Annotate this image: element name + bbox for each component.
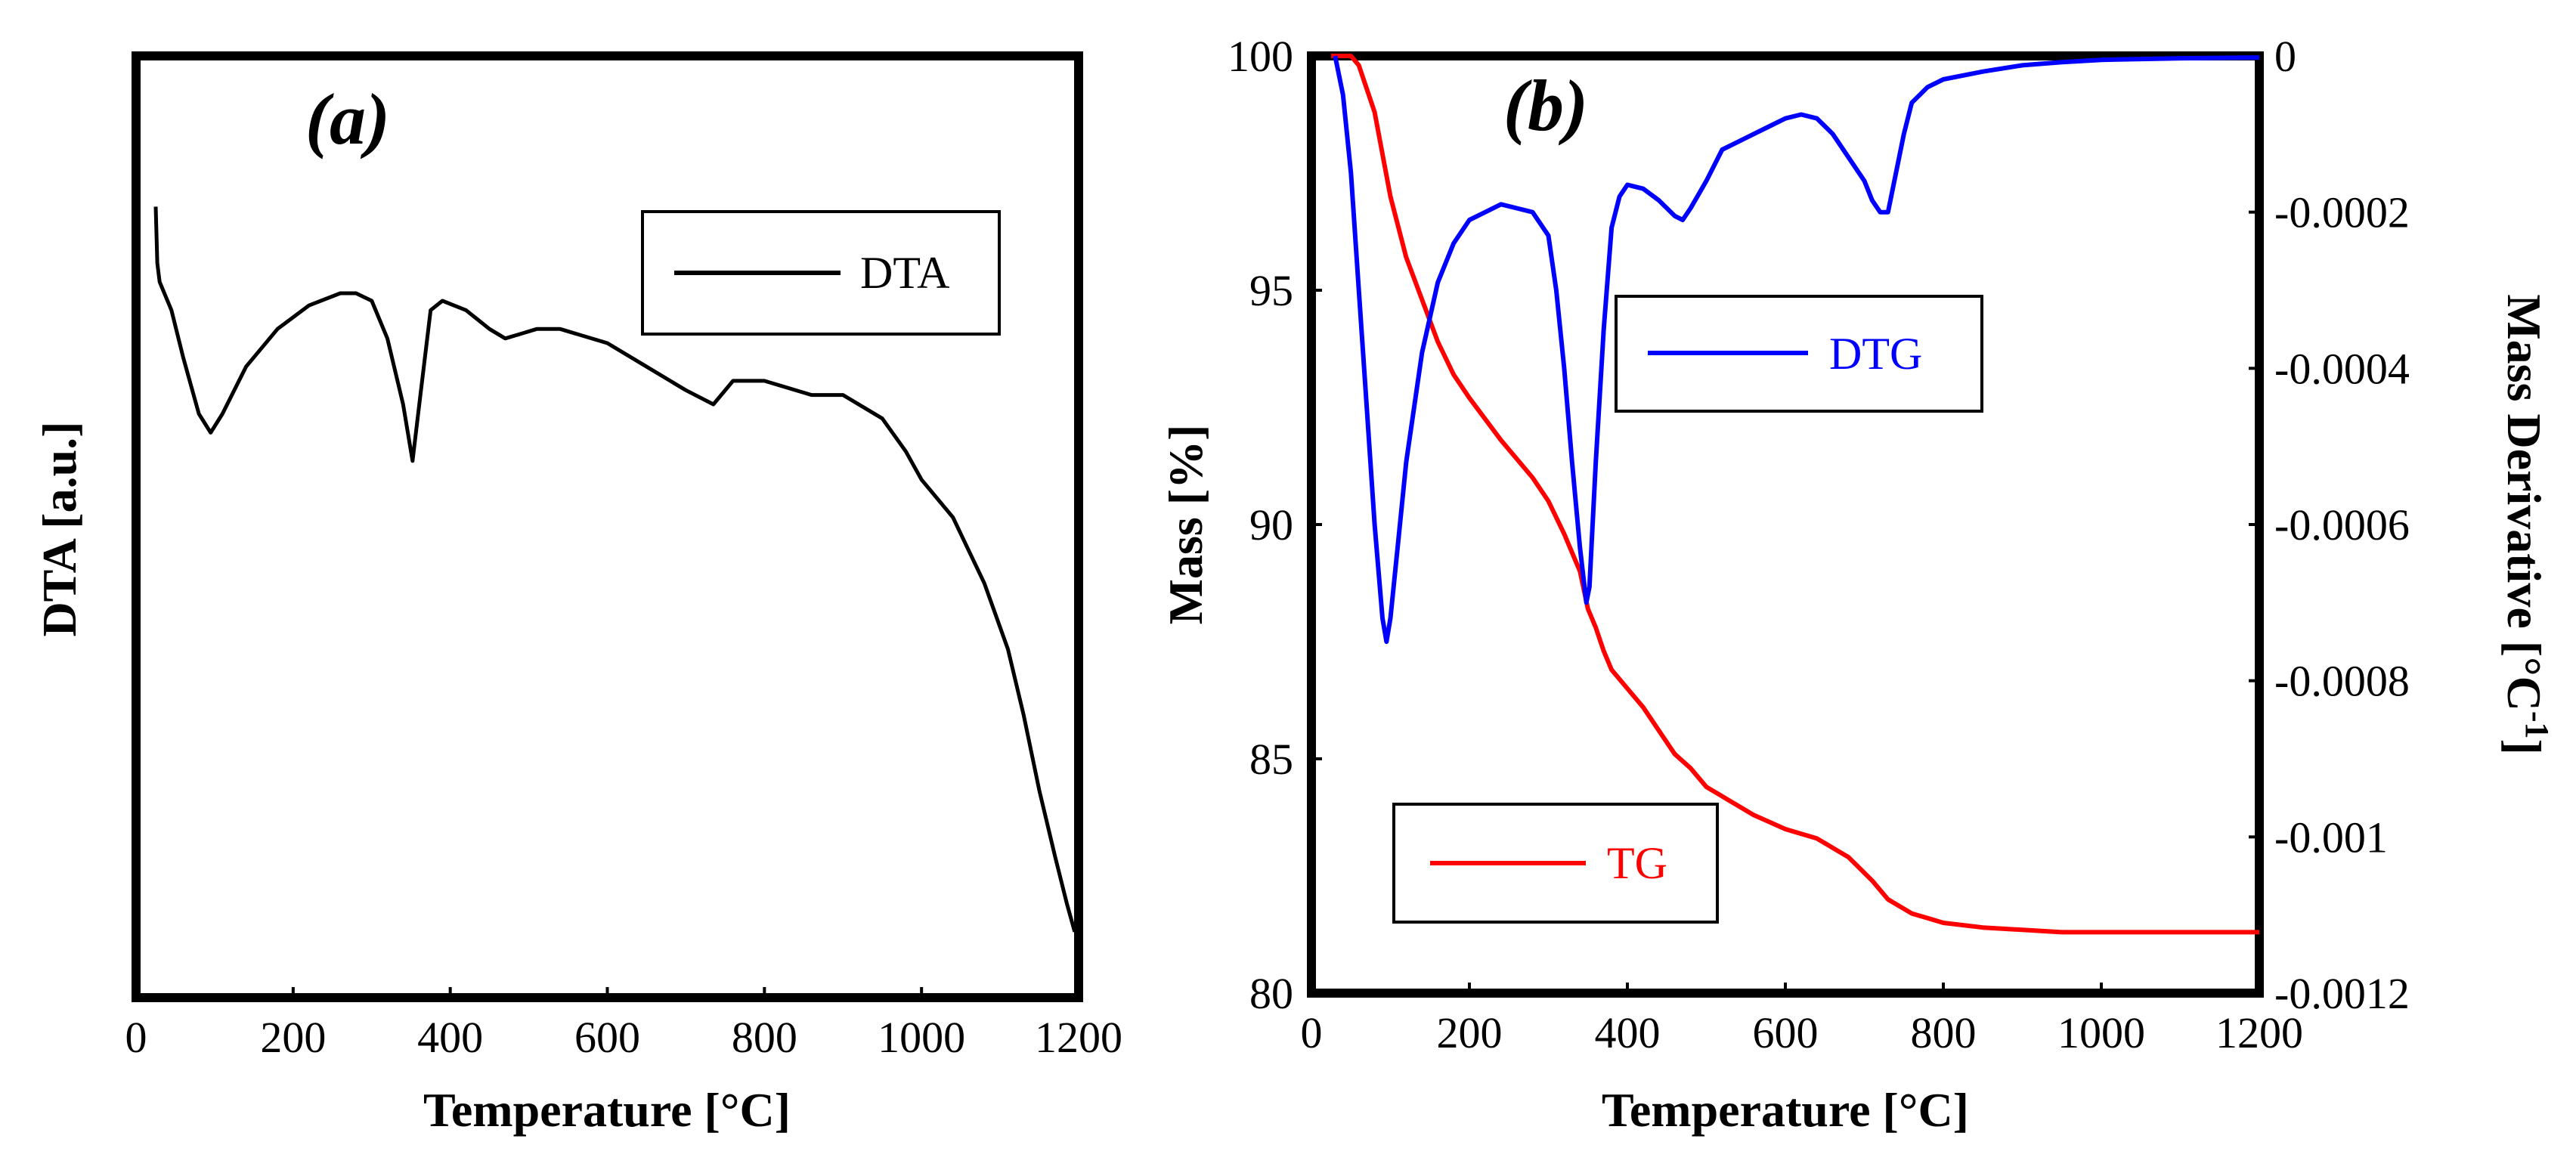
panel-a-dta-chart: 0 200 400 600 800 1000 1200 (a) DTA DTA [a.u.]… xyxy=(33,51,1122,1137)
panel-b-right-y-tick-label: -0.0002 xyxy=(2274,188,2410,237)
panel-a-label: (a) xyxy=(305,79,390,159)
panel-b-legend-tg: TG xyxy=(1392,803,1719,924)
panel-a-x-ticks: 0 200 400 600 800 1000 1200 xyxy=(125,987,1122,1062)
panel-b-x-tick-label: 200 xyxy=(1437,1008,1503,1057)
panel-b-label: (b) xyxy=(1503,65,1588,146)
series-line-tg xyxy=(1331,54,2259,935)
panel-b-right-y-tick-label: -0.0008 xyxy=(2274,657,2410,706)
panel-b-left-y-tick-label: 95 xyxy=(1249,266,1293,315)
panel-b-x-tick-label: 1200 xyxy=(2215,1008,2303,1057)
series-line-dta xyxy=(153,206,1077,933)
panel-b-left-y-tick-label: 90 xyxy=(1249,500,1293,549)
panel-b-legend-dtg: DTG xyxy=(1615,295,1983,413)
panel-b-right-y-tick-label: 0 xyxy=(2274,32,2296,81)
panel-b-x-ticks: 0 200 400 600 800 1000 1200 xyxy=(1301,983,2303,1057)
panel-b-x-tick-label: 0 xyxy=(1301,1008,1323,1057)
panel-b-tg-dtg-chart: 0 200 400 600 800 1000 1200 80 85 90 95 100 -0.001… xyxy=(1159,32,2556,1137)
panel-b-x-tick-label: 600 xyxy=(1753,1008,1819,1057)
panel-b-x-tick-label: 400 xyxy=(1595,1008,1661,1057)
panel-a-frame xyxy=(132,51,1083,1002)
panel-b-x-tick-label: 1000 xyxy=(2057,1008,2145,1057)
panel-b-x-tick-label: 800 xyxy=(1911,1008,1977,1057)
panel-a-x-tick-label: 800 xyxy=(732,1013,797,1062)
panel-a-x-tick-label: 200 xyxy=(260,1013,326,1062)
panel-b-left-y-axis-label: Mass [%] xyxy=(1159,425,1212,625)
panel-b-right-y-ticks: -0.0012 -0.001 -0.0008 -0.0006 -0.0004 -0.000… xyxy=(2249,32,2410,1018)
panel-a-x-tick-label: 1000 xyxy=(878,1013,965,1062)
panel-b-left-y-ticks: 80 85 90 95 100 xyxy=(1228,32,1322,1018)
panel-a-x-tick-label: 1200 xyxy=(1035,1013,1122,1062)
panel-b-right-y-axis-label: Mass Derivative [°C-1] xyxy=(2497,294,2556,755)
series-line-dtg xyxy=(1333,55,2260,644)
panel-a-x-axis-label: Temperature [°C] xyxy=(423,1083,791,1137)
panel-b-left-y-tick-label: 100 xyxy=(1228,32,1293,81)
panel-a-y-axis-label: DTA [a.u.] xyxy=(33,421,86,636)
panel-b-left-y-tick-label: 80 xyxy=(1249,969,1293,1018)
panel-b-x-axis-label: Temperature [°C] xyxy=(1602,1083,1969,1137)
panel-b-right-y-tick-label: -0.0006 xyxy=(2274,500,2410,549)
panel-a-x-tick-label: 600 xyxy=(574,1013,640,1062)
panel-a-legend: DTA xyxy=(641,210,1001,336)
panel-b-plot-lines xyxy=(1331,54,2260,935)
panel-a-plot-lines xyxy=(153,206,1077,933)
panel-b-right-y-tick-label: -0.001 xyxy=(2274,812,2388,862)
panel-b-right-y-tick-label: -0.0012 xyxy=(2274,969,2410,1018)
panel-b-left-y-tick-label: 85 xyxy=(1249,735,1293,784)
legend-label-tg: TG xyxy=(1607,838,1667,888)
panel-b-right-y-tick-label: -0.0004 xyxy=(2274,344,2410,393)
legend-label-dtg: DTG xyxy=(1829,329,1922,379)
panel-a-x-tick-label: 0 xyxy=(125,1013,147,1062)
panel-a-x-tick-label: 400 xyxy=(417,1013,483,1062)
legend-label-dta: DTA xyxy=(860,248,950,298)
